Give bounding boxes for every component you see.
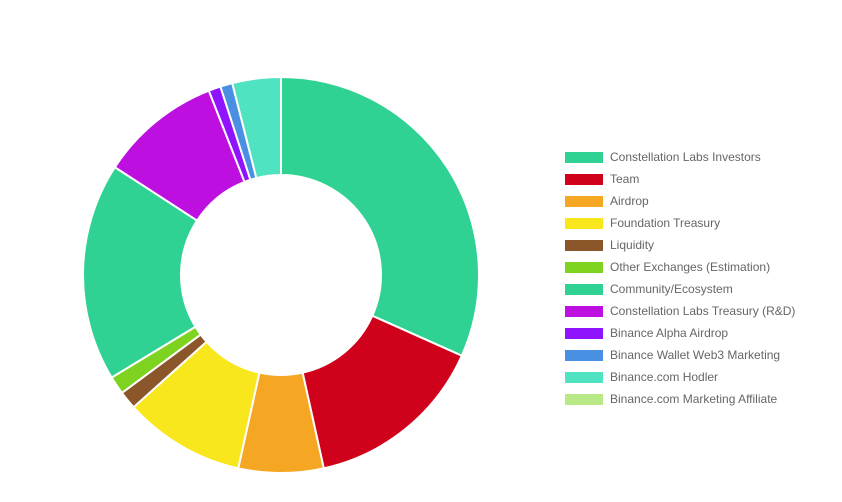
legend-item[interactable]: Binance Wallet Web3 Marketing bbox=[565, 344, 795, 366]
legend-label: Foundation Treasury bbox=[610, 216, 721, 230]
legend-swatch bbox=[565, 393, 603, 405]
legend-swatch bbox=[565, 283, 603, 295]
legend-item[interactable]: Foundation Treasury bbox=[565, 212, 795, 234]
legend-item[interactable]: Binance Alpha Airdrop bbox=[565, 322, 795, 344]
legend-swatch bbox=[565, 217, 603, 229]
legend-item[interactable]: Team bbox=[565, 168, 795, 190]
legend-label: Team bbox=[610, 172, 640, 186]
slice-6[interactable] bbox=[82, 165, 199, 379]
legend-swatch bbox=[565, 261, 603, 273]
legend-swatch bbox=[565, 239, 603, 251]
legend-label: Binance.com Marketing Affiliate bbox=[610, 392, 778, 406]
legend-label: Constellation Labs Treasury (R&D) bbox=[610, 304, 796, 318]
legend-swatch bbox=[565, 371, 603, 383]
legend-label: Binance Alpha Airdrop bbox=[610, 326, 729, 340]
legend-item[interactable]: Constellation Labs Investors bbox=[565, 146, 795, 168]
legend-label: Community/Ecosystem bbox=[610, 282, 733, 296]
slice-0[interactable] bbox=[280, 75, 480, 358]
legend-label: Binance Wallet Web3 Marketing bbox=[610, 348, 781, 362]
legend-label: Binance.com Hodler bbox=[610, 370, 719, 384]
legend-swatch bbox=[565, 195, 603, 207]
legend-item[interactable]: Community/Ecosystem bbox=[565, 278, 795, 300]
legend-item[interactable]: Liquidity bbox=[565, 234, 795, 256]
legend-swatch bbox=[565, 327, 603, 339]
legend-swatch bbox=[565, 173, 603, 185]
legend-swatch bbox=[565, 349, 603, 361]
legend: Constellation Labs Investors Team Airdrop F… bbox=[565, 146, 795, 410]
legend-label: Other Exchanges (Estimation) bbox=[610, 260, 771, 274]
legend-swatch bbox=[565, 151, 603, 163]
legend-item[interactable]: Binance.com Marketing Affiliate bbox=[565, 388, 795, 410]
legend-item[interactable]: Constellation Labs Treasury (R&D) bbox=[565, 300, 795, 322]
legend-label: Constellation Labs Investors bbox=[610, 150, 761, 164]
legend-item[interactable]: Airdrop bbox=[565, 190, 795, 212]
legend-label: Airdrop bbox=[610, 194, 649, 208]
legend-label: Liquidity bbox=[610, 238, 655, 252]
legend-item[interactable]: Binance.com Hodler bbox=[565, 366, 795, 388]
legend-item[interactable]: Other Exchanges (Estimation) bbox=[565, 256, 795, 278]
legend-swatch bbox=[565, 305, 603, 317]
slice-10[interactable] bbox=[231, 75, 282, 180]
